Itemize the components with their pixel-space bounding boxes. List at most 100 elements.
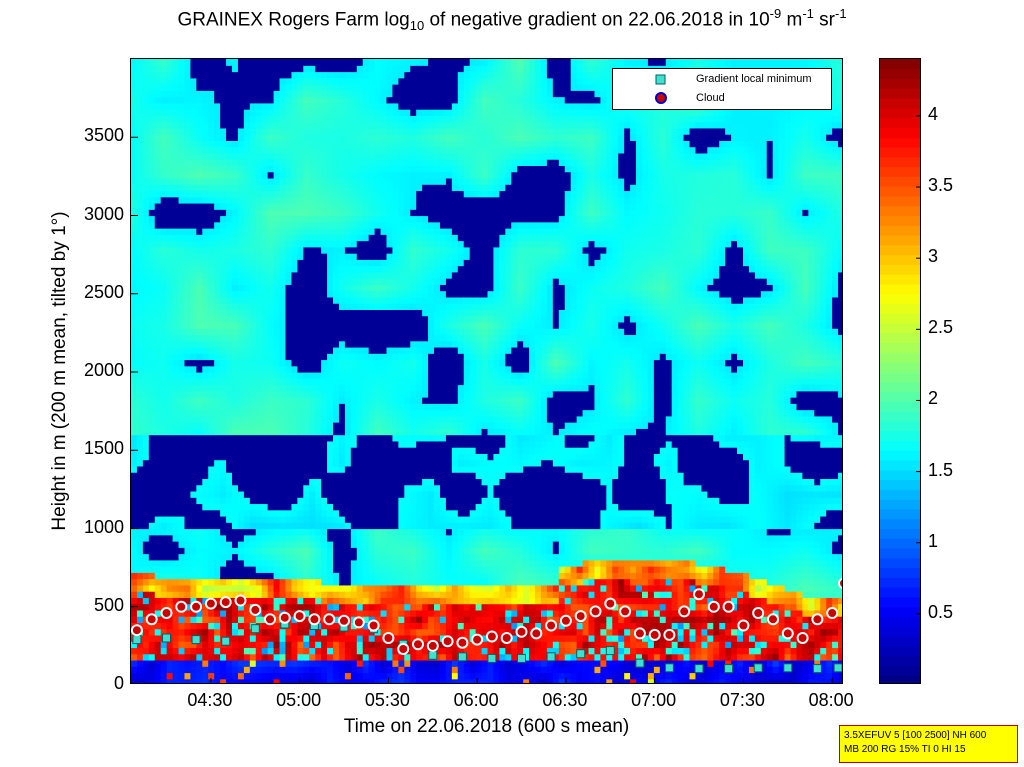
heatmap-cell (350, 140, 358, 148)
heatmap-cell (208, 146, 215, 154)
heatmap-cell (148, 409, 156, 417)
heatmap-cell (297, 309, 304, 317)
heatmap-cell (148, 346, 156, 354)
heatmap-cell (214, 490, 221, 498)
heatmap-cell (196, 321, 203, 329)
heatmap-cell (273, 96, 281, 104)
heatmap-cell (356, 659, 364, 667)
heatmap-cell (226, 666, 233, 674)
heatmap-cell (226, 134, 233, 141)
heatmap-cell (255, 346, 263, 354)
heatmap-cell (178, 578, 186, 586)
heatmap-cell (255, 409, 263, 417)
heatmap-cell (249, 265, 257, 273)
heatmap-cell (315, 647, 322, 655)
heatmap-cell (202, 390, 209, 398)
heatmap-cell (142, 321, 150, 329)
heatmap-cell (243, 534, 251, 542)
heatmap-cell (237, 384, 245, 392)
heatmap-cell (321, 71, 328, 79)
heatmap-cell (267, 566, 275, 573)
heatmap-cell (291, 271, 298, 279)
heatmap-cell (142, 77, 150, 85)
heatmap-cell (267, 246, 275, 254)
heatmap-cell (297, 666, 304, 674)
heatmap-cell (315, 196, 322, 204)
heatmap-cell (208, 290, 215, 298)
heatmap-cell (261, 96, 269, 104)
heatmap-cell (267, 453, 275, 461)
heatmap-cell (309, 403, 316, 411)
heatmap-cell (338, 346, 346, 354)
heatmap-cell (202, 472, 209, 480)
heatmap-cell (131, 215, 138, 223)
heatmap-cell (350, 409, 358, 417)
heatmap-cell (142, 390, 150, 398)
heatmap-cell (184, 659, 192, 667)
heatmap-cell (196, 440, 203, 448)
heatmap-cell (178, 140, 186, 148)
heatmap-cell (232, 490, 239, 498)
heatmap-cell (232, 534, 239, 542)
heatmap-cell (261, 541, 269, 548)
heatmap-cell (160, 365, 168, 373)
heatmap-cell (350, 109, 358, 116)
heatmap-cell (333, 503, 340, 511)
heatmap-cell (220, 515, 227, 523)
heatmap-cell (166, 321, 174, 329)
heatmap-cell (321, 628, 328, 636)
heatmap-cell (220, 378, 227, 386)
heatmap-cell (190, 678, 197, 683)
heatmap-cell (166, 309, 174, 317)
heatmap-cell (202, 177, 209, 185)
heatmap-cell (142, 259, 150, 267)
heatmap-cell (220, 465, 227, 473)
heatmap-cell (190, 240, 197, 248)
heatmap-cell (154, 422, 162, 429)
heatmap-cell (291, 340, 298, 348)
heatmap-cell (261, 372, 269, 379)
heatmap-cell (190, 246, 197, 254)
heatmap-cell (249, 77, 257, 85)
heatmap-cell (142, 171, 150, 179)
heatmap-cell (178, 271, 186, 279)
heatmap-cell (190, 271, 197, 279)
heatmap-cell (303, 215, 310, 223)
heatmap-cell (249, 165, 257, 173)
heatmap-cell (196, 609, 203, 617)
heatmap-cell (273, 453, 281, 461)
heatmap-cell (196, 253, 203, 260)
heatmap-cell (356, 515, 364, 523)
heatmap-cell (232, 259, 239, 267)
heatmap-cell (303, 159, 310, 167)
heatmap-cell (315, 522, 322, 530)
heatmap-cell (154, 484, 162, 492)
heatmap-cell (309, 65, 316, 73)
heatmap-cell (166, 509, 174, 517)
heatmap-cell (249, 90, 257, 98)
heatmap-cell (267, 71, 275, 79)
heatmap-cell (208, 609, 215, 617)
heatmap-cell (350, 365, 358, 373)
heatmap-cell (184, 253, 192, 260)
heatmap-cell (220, 659, 227, 667)
heatmap-cell (172, 215, 180, 223)
heatmap-cell (136, 215, 144, 223)
heatmap-cell (350, 572, 358, 580)
heatmap-cell (255, 397, 263, 404)
heatmap-cell (243, 134, 251, 141)
heatmap-cell (327, 472, 334, 480)
heatmap-cell (285, 90, 293, 98)
heatmap-cell (356, 159, 364, 167)
heatmap-cell (344, 378, 352, 386)
heatmap-cell (249, 353, 257, 361)
heatmap-cell (226, 584, 233, 592)
heatmap-cell (237, 534, 245, 542)
heatmap-cell (160, 84, 168, 91)
heatmap-cell (297, 465, 304, 473)
heatmap-cell (202, 71, 209, 79)
heatmap-cell (285, 134, 293, 141)
heatmap-cell (338, 453, 346, 461)
heatmap-cell (136, 409, 144, 417)
heatmap-cell (184, 465, 192, 473)
